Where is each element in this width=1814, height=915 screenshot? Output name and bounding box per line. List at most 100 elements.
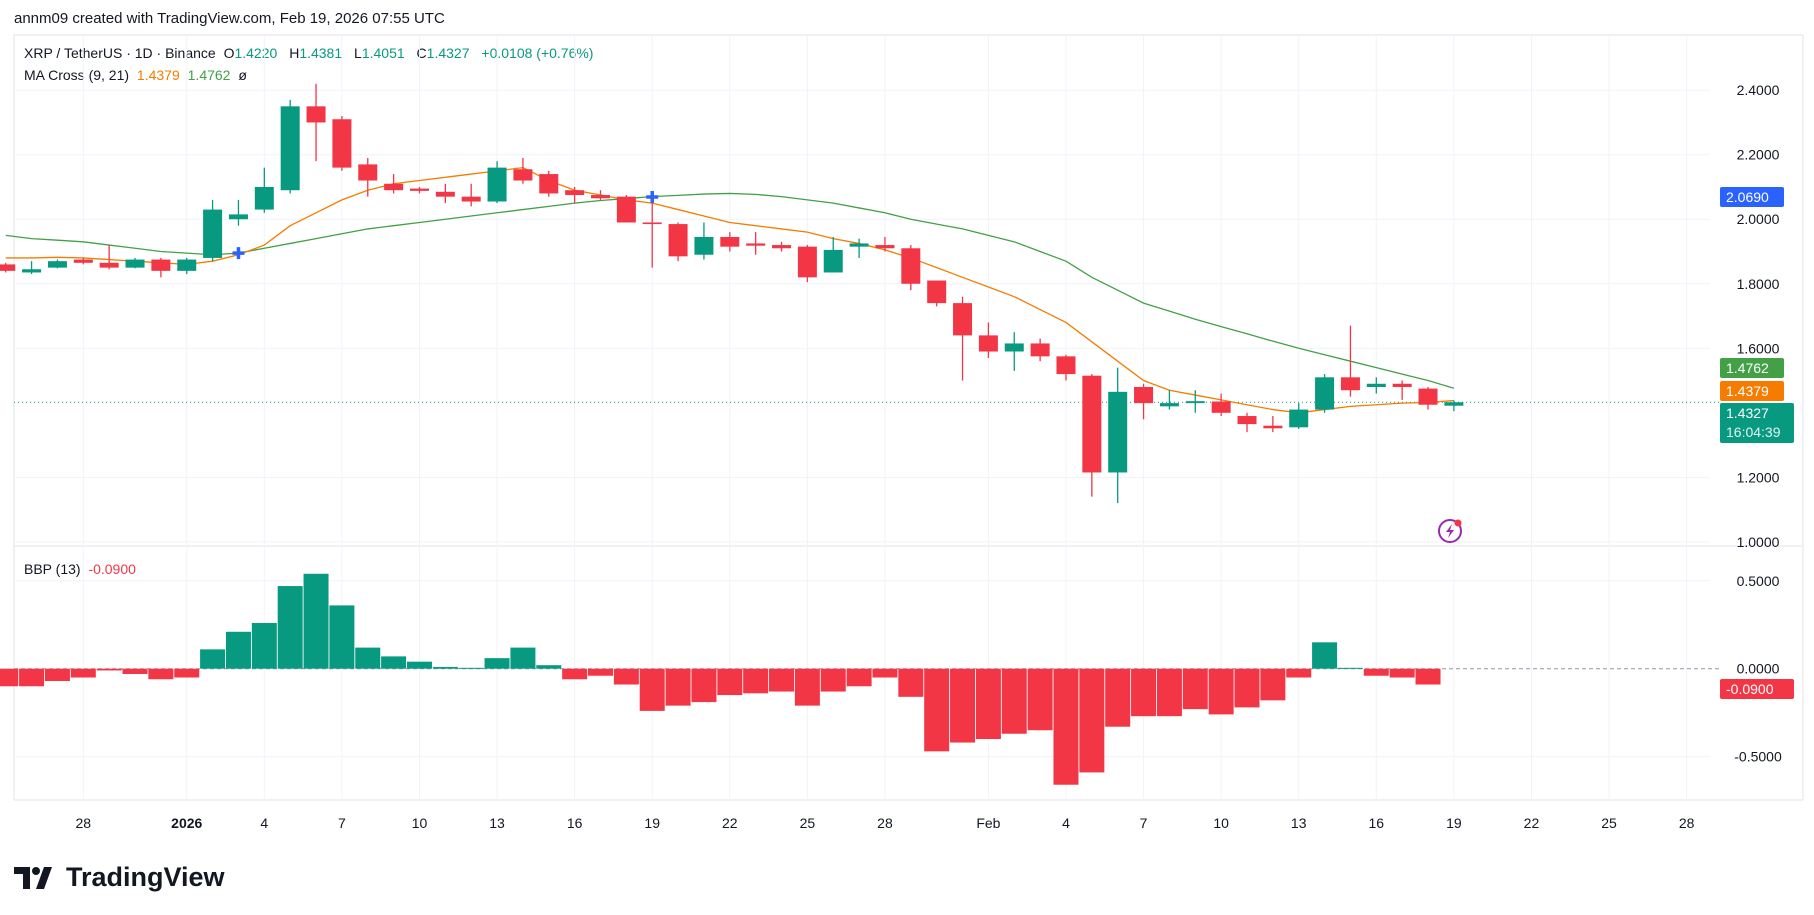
bbp-histogram xyxy=(0,573,1441,785)
bbp-bar xyxy=(458,667,484,669)
candle-body xyxy=(280,106,300,191)
bbp-bar xyxy=(1260,668,1286,701)
candle-body xyxy=(772,245,792,249)
bbp-bar xyxy=(1079,668,1105,773)
bbp-bar xyxy=(1001,668,1027,734)
price-tick-label: 1.2000 xyxy=(1737,469,1780,485)
candle-body xyxy=(849,243,869,247)
high-number: 1.4381 xyxy=(299,45,343,61)
candle-body xyxy=(901,248,921,284)
candle-body xyxy=(642,222,662,225)
bbp-bar xyxy=(639,668,665,711)
time-tick-label: 13 xyxy=(1291,815,1307,831)
bbp-bar xyxy=(1156,668,1182,717)
candle-body xyxy=(1289,409,1309,428)
ma-fast-value: 1.4379 xyxy=(136,67,180,83)
countdown-tag: 16:04:39 xyxy=(1726,424,1781,440)
ma-legend-name[interactable]: MA Cross (9, 21) xyxy=(24,67,130,83)
price-tags: 2.0690 1.4762 1.4379 1.4327 16:04:39 -0.0900 xyxy=(1720,186,1794,699)
candle-body xyxy=(1108,391,1128,473)
tradingview-logo-icon xyxy=(14,866,52,889)
lightning-icon xyxy=(1438,519,1462,543)
bbp-bar xyxy=(381,656,407,669)
time-tick-label: 10 xyxy=(1213,815,1229,831)
time-tick-label: Feb xyxy=(976,815,1000,831)
time-tick-label: 10 xyxy=(412,815,428,831)
bbp-bar xyxy=(1286,668,1312,678)
candle-body xyxy=(384,183,404,191)
bbp-bar xyxy=(536,665,562,669)
price-tick-label: 2.4000 xyxy=(1737,82,1780,98)
candle-body xyxy=(228,214,248,220)
price-tick-label: 2.2000 xyxy=(1737,147,1780,163)
candle-body xyxy=(254,186,274,210)
bbp-bar xyxy=(225,631,251,669)
candle-body xyxy=(1134,386,1154,404)
bbp-bar xyxy=(1105,668,1131,727)
bbp-bar xyxy=(1234,668,1260,708)
candle-body xyxy=(125,259,145,268)
time-tick-label: 7 xyxy=(338,815,346,831)
candle-body xyxy=(978,335,998,352)
candle-body xyxy=(0,264,16,271)
ma-legend: MA Cross (9, 21) 1.4379 1.4762 ø xyxy=(24,67,251,83)
price-tick-label: 1.6000 xyxy=(1737,340,1780,356)
bbp-bar xyxy=(303,573,329,669)
time-tick-label: 25 xyxy=(800,815,816,831)
candle-body xyxy=(591,195,610,199)
chart-credit: annm09 created with TradingView.com, Feb… xyxy=(14,10,445,27)
time-tick-label: 16 xyxy=(1369,815,1385,831)
bbp-bar xyxy=(1363,668,1389,676)
candle-body xyxy=(720,236,740,247)
time-axis[interactable]: 28 2026 4 7 10 13 16 19 22 25 28 Feb 4 7 10 13 16 19 22 25 2… xyxy=(76,815,1695,831)
change-value: +0.0108 (+0.76%) xyxy=(481,45,594,61)
candle-body xyxy=(746,243,766,246)
candle-body xyxy=(1418,388,1438,405)
ma-cross-marker-icon xyxy=(232,247,245,260)
candle-body xyxy=(927,280,947,304)
candle-body xyxy=(1444,402,1464,406)
symbol-title[interactable]: XRP / TetherUS · 1D · Binance xyxy=(24,45,216,61)
candle-body xyxy=(1056,356,1076,375)
bbp-legend-name[interactable]: BBP (13) xyxy=(24,561,81,577)
candle-body xyxy=(823,249,843,273)
last-price-tag: 1.4327 xyxy=(1726,405,1769,421)
bbp-bar xyxy=(70,668,96,678)
low-value: L1.4051 xyxy=(354,45,409,61)
ma-slow-value: 1.4762 xyxy=(187,67,231,83)
candle-body xyxy=(358,164,378,181)
bbp-bar xyxy=(19,668,45,687)
candle-body xyxy=(1392,383,1412,387)
ma-slow-tag: 1.4762 xyxy=(1726,360,1769,376)
lightning-bolt-icon xyxy=(1446,524,1454,538)
bbp-bar xyxy=(769,668,795,692)
open-value: O1.4220 xyxy=(224,45,282,61)
bbp-tick-label: 0.0000 xyxy=(1737,661,1780,677)
time-tick-label: 25 xyxy=(1601,815,1617,831)
candle-body xyxy=(73,259,93,263)
high-label: H xyxy=(289,45,300,61)
bbp-tag-bg xyxy=(1720,679,1794,699)
bbp-legend: BBP (13) -0.0900 xyxy=(24,561,140,577)
cross-price-tag: 2.0690 xyxy=(1726,189,1769,205)
bbp-bar xyxy=(432,666,458,669)
bbp-bar xyxy=(406,661,432,669)
time-tick-label: 16 xyxy=(567,815,583,831)
bbp-bar xyxy=(975,668,1001,740)
candle-body xyxy=(668,224,688,257)
ma-cross-marker-icon xyxy=(646,190,659,203)
candle-body xyxy=(461,196,481,202)
candle-body xyxy=(1237,416,1257,425)
bbp-bar xyxy=(96,668,122,671)
ma-fast-tag: 1.4379 xyxy=(1726,383,1769,399)
price-axis[interactable]: 2.4000 2.2000 2.0000 1.8000 1.6000 1.2000 1.00… xyxy=(1734,82,1782,764)
time-tick-label: 28 xyxy=(877,815,893,831)
candle-body xyxy=(1159,403,1179,407)
bbp-bar xyxy=(950,668,976,743)
bbp-bar xyxy=(174,668,200,678)
bbp-bar xyxy=(898,668,924,697)
bbp-value-tag: -0.0900 xyxy=(1726,681,1774,697)
candle-body xyxy=(487,167,507,202)
notification-dot xyxy=(1454,519,1462,527)
